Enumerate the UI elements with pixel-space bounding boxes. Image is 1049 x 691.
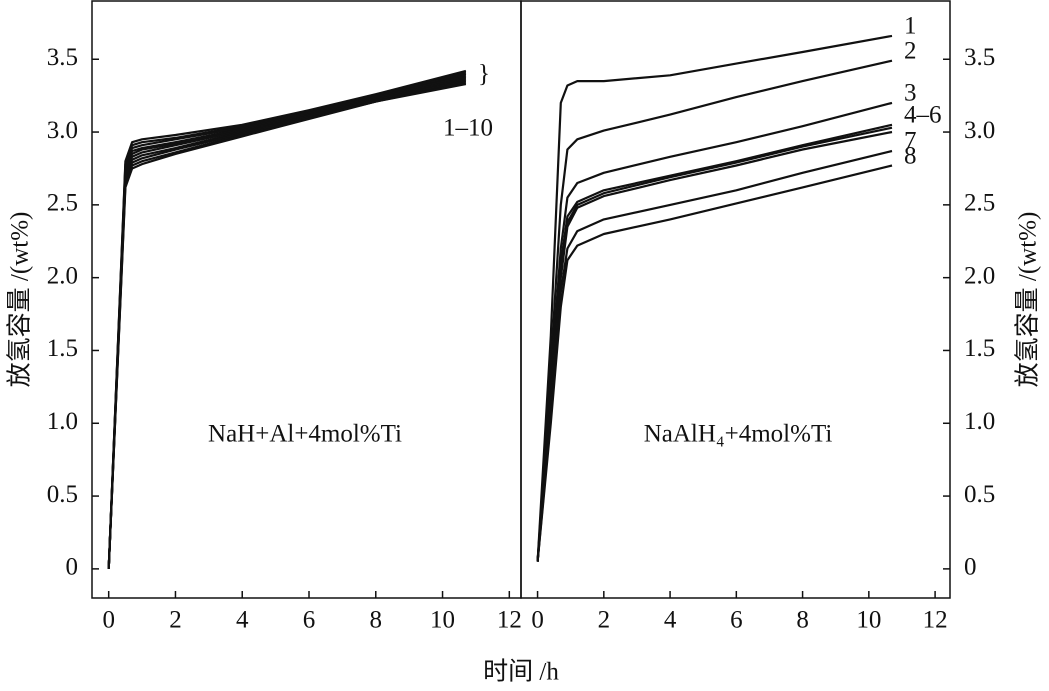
x-tick-label: 4: [664, 607, 677, 634]
y-axis-label: 放氢容量 /(wt%): [1014, 212, 1042, 388]
y-tick-label: 1.5: [964, 335, 995, 362]
data-line: [536, 59, 893, 562]
data-line: [536, 123, 893, 562]
y-tick-label: 3.5: [47, 44, 78, 71]
y-tick-label: 0: [964, 554, 977, 581]
x-tick-label: 2: [598, 607, 611, 634]
data-line: [536, 149, 893, 562]
x-tick-label: 10: [430, 607, 455, 634]
x-tick-label: 12: [497, 607, 522, 634]
x-tick-label: 2: [169, 607, 182, 634]
left-panel-frame: [91, 0, 522, 599]
annotation: NaAlH₄+4mol%Ti: [644, 421, 833, 448]
series-label: 3: [904, 80, 917, 107]
data-line: [107, 74, 467, 569]
y-tick-label: 3.0: [964, 117, 995, 144]
y-tick-label: 0.5: [964, 481, 995, 508]
right-panel-frame: [520, 0, 951, 599]
x-tick-label: 0: [102, 607, 115, 634]
y-tick-label: 2.0: [47, 262, 78, 289]
data-line: [536, 126, 893, 562]
x-tick-label: 8: [370, 607, 383, 634]
x-tick-label: 4: [236, 607, 249, 634]
annotation: 1–10: [443, 115, 493, 142]
series-label: 2: [904, 37, 917, 64]
data-line: [107, 81, 467, 569]
x-tick-label: 6: [730, 607, 743, 634]
x-tick-label: 12: [923, 607, 948, 634]
x-tick-label: 10: [856, 607, 881, 634]
x-axis-label: 时间 /h: [483, 658, 559, 686]
data-line: [536, 34, 893, 562]
brace: }: [478, 61, 490, 88]
y-axis-label: 放氢容量 /(wt%): [6, 212, 34, 388]
y-tick-label: 1.0: [964, 408, 995, 435]
x-tick-label: 0: [531, 607, 544, 634]
y-tick-label: 0: [66, 554, 79, 581]
data-line: [107, 82, 467, 569]
series-label: 8: [904, 142, 917, 169]
y-tick-label: 0.5: [47, 481, 78, 508]
y-tick-label: 3.0: [47, 117, 78, 144]
x-tick-label: 8: [796, 607, 809, 634]
annotation: NaH+Al+4mol%Ti: [208, 421, 402, 448]
data-line: [107, 80, 467, 569]
y-tick-label: 2.0: [964, 262, 995, 289]
y-tick-label: 3.5: [964, 44, 995, 71]
series-label: 4–6: [904, 102, 942, 129]
y-tick-label: 1.5: [47, 335, 78, 362]
data-line: [536, 164, 893, 562]
data-line: [536, 130, 893, 562]
series-label: 1: [904, 13, 917, 40]
series-label: 7: [904, 128, 917, 155]
y-tick-label: 2.5: [964, 190, 995, 217]
y-tick-label: 1.0: [47, 408, 78, 435]
x-tick-label: 6: [303, 607, 316, 634]
data-line: [536, 101, 893, 562]
y-tick-label: 2.5: [47, 190, 78, 217]
